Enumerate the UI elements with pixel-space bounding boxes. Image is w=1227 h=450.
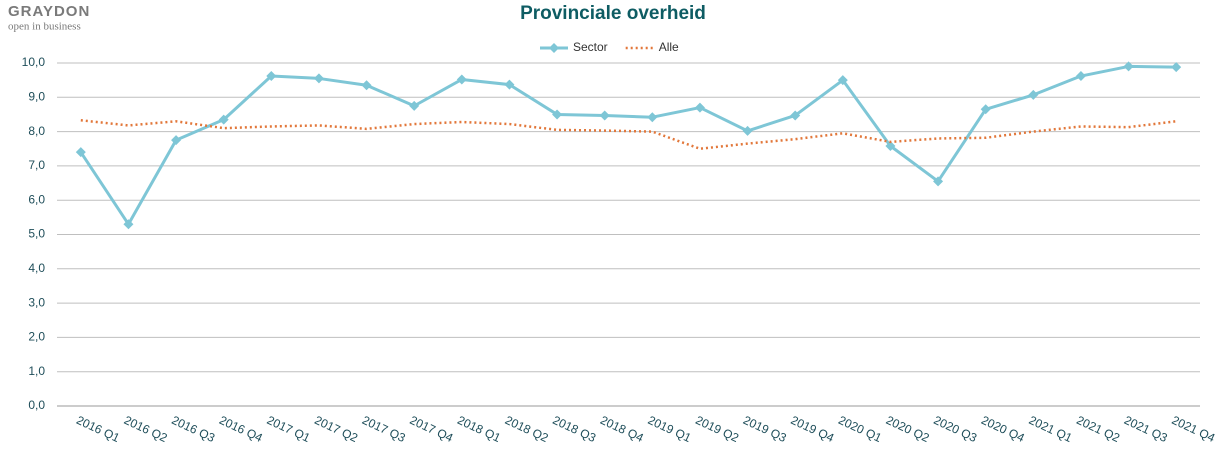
y-tick-label: 5,0 [28,227,45,241]
x-tick-label: 2016 Q1 [74,413,122,445]
marker [980,104,991,115]
marker [361,80,372,91]
marker [742,125,753,136]
chart-title: Provinciale overheid [520,3,706,24]
legend-label: Alle [659,40,679,54]
marker [933,176,944,187]
x-tick-label: 2020 Q2 [884,413,932,445]
marker [1028,89,1039,100]
x-tick-label: 2017 Q4 [408,413,456,445]
y-tick-label: 7,0 [28,158,45,172]
marker [1075,71,1086,82]
x-tick-label: 2017 Q1 [265,413,313,445]
marker [552,109,563,120]
marker [504,79,515,90]
x-tick-label: 2021 Q4 [1170,413,1218,445]
marker [123,219,134,230]
marker [599,110,610,121]
logo-tagline: open in business [8,21,81,33]
x-tick-label: 2018 Q1 [455,413,503,445]
marker [837,75,848,86]
x-tick-label: 2017 Q3 [360,413,408,445]
marker [1123,61,1134,72]
y-tick-label: 10,0 [22,55,46,69]
x-tick-label: 2020 Q4 [979,413,1027,445]
marker [266,71,277,82]
marker [647,112,658,123]
x-tick-label: 2020 Q1 [836,413,884,445]
x-tick-label: 2018 Q4 [598,413,646,445]
y-tick-label: 2,0 [28,330,45,344]
x-tick-label: 2016 Q3 [169,413,217,445]
marker [790,110,801,121]
logo-name: GRAYDON [8,3,90,20]
series-line [79,64,1177,226]
marker [885,141,896,152]
x-tick-label: 2021 Q2 [1074,413,1122,445]
x-tick-label: 2018 Q3 [550,413,598,445]
y-tick-label: 8,0 [28,124,45,138]
x-tick-label: 2020 Q3 [931,413,979,445]
x-tick-label: 2016 Q4 [217,413,265,445]
x-tick-label: 2018 Q2 [503,413,551,445]
x-tick-label: 2016 Q2 [122,413,170,445]
series-line [80,119,1177,150]
legend-marker [549,43,559,53]
y-tick-label: 3,0 [28,295,45,309]
x-tick-label: 2021 Q1 [1027,413,1075,445]
marker [171,135,182,146]
x-tick-label: 2021 Q3 [1122,413,1170,445]
y-tick-label: 4,0 [28,261,45,275]
marker [1171,62,1182,73]
y-tick-label: 9,0 [28,89,45,103]
marker [409,100,420,111]
legend-label: Sector [573,40,608,54]
marker [75,147,86,158]
x-tick-label: 2019 Q1 [646,413,694,445]
y-tick-label: 0,0 [28,398,45,412]
marker [218,114,229,125]
x-tick-label: 2019 Q2 [693,413,741,445]
marker [694,102,705,113]
y-tick-label: 6,0 [28,192,45,206]
marker [456,74,467,85]
marker [313,73,324,84]
x-tick-label: 2017 Q2 [312,413,360,445]
x-tick-label: 2019 Q3 [741,413,789,445]
x-tick-label: 2019 Q4 [789,413,837,445]
y-tick-label: 1,0 [28,364,45,378]
